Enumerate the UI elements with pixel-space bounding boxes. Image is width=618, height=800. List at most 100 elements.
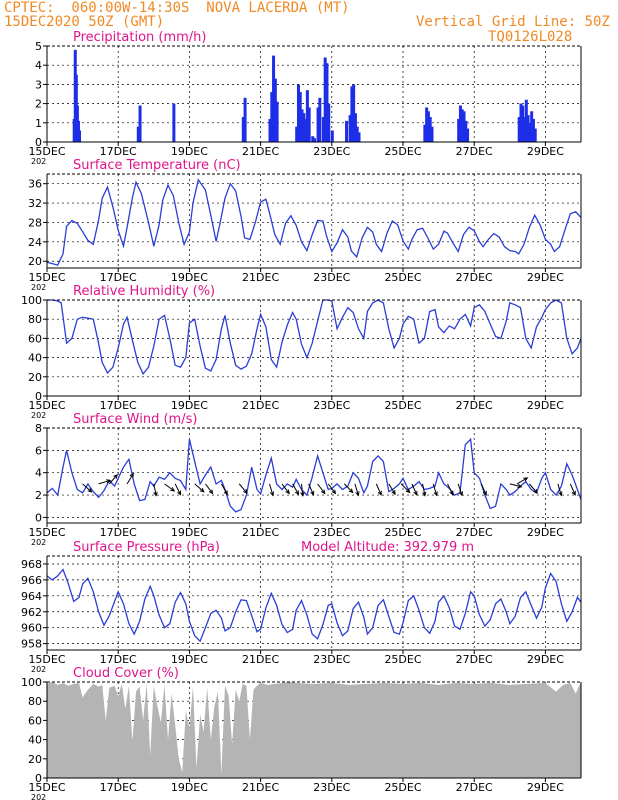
precip-bar: [327, 103, 331, 142]
wind-arrow-head: [170, 487, 176, 492]
x-year-label-temp: 202: [31, 283, 46, 292]
y-tick-label-precip-3: 3: [35, 78, 42, 91]
precip-bar: [304, 118, 308, 142]
precip-bar: [325, 63, 329, 142]
wind-arrow: [388, 483, 396, 496]
wind-arrow-shaft: [516, 477, 528, 485]
x-tick-label-precip-2: 19DEC: [171, 145, 208, 158]
wind-arrow: [269, 483, 275, 497]
wind-arrow: [108, 474, 118, 485]
y-tick-label-pres-4: 966: [21, 574, 42, 587]
wind-arrow: [327, 483, 337, 495]
precip-bar: [428, 117, 432, 142]
y-tick-label-precip-2: 2: [35, 98, 42, 111]
wind-arrow-head: [517, 483, 523, 489]
precip-bar: [138, 105, 142, 142]
precip-bar: [243, 97, 247, 142]
x-tick-label-wind-4: 23DEC: [313, 526, 350, 539]
y-tick-label-rh-0: 0: [35, 390, 42, 403]
y-tick-label-wind-4: 8: [35, 422, 42, 435]
wind-arrow-head: [422, 491, 427, 497]
y-tick-label-cloud-5: 100: [21, 676, 42, 689]
precip-bar: [528, 122, 532, 142]
precip-bar: [533, 128, 537, 142]
y-tick-label-wind-2: 4: [35, 467, 42, 480]
y-tick-label-temp-0: 20: [28, 255, 42, 268]
precip-bar: [313, 138, 316, 142]
wind-arrow-head: [208, 489, 214, 495]
wind-arrow-shaft: [281, 483, 290, 494]
y-tick-label-rh-5: 100: [21, 294, 42, 307]
precip-bar: [357, 132, 361, 142]
precip-bar: [311, 136, 315, 142]
header-line-2: 15DEC2020 50Z (GMT): [4, 14, 165, 30]
y-tick-label-rh-2: 40: [28, 352, 42, 365]
wind-arrow: [205, 483, 214, 495]
precip-bar: [355, 126, 359, 142]
wind-arrow-shaft: [98, 479, 111, 485]
wind-arrow-head: [405, 488, 411, 494]
x-tick-label-precip-7: 29DEC: [527, 145, 564, 158]
wind-arrow-head: [433, 491, 438, 497]
wind-arrow-shaft: [174, 483, 181, 495]
x-tick-label-cloud-2: 19DEC: [171, 781, 208, 794]
series-line-rh: [47, 299, 582, 376]
cloud-cover-area: [47, 682, 581, 778]
wind-arrow-shaft: [238, 483, 248, 494]
x-tick-label-temp-7: 29DEC: [527, 271, 564, 284]
panel-pres: Surface Pressure (hPa) Model Altitude: 39…: [21, 540, 582, 674]
precip-bar: [295, 126, 299, 142]
x-tick-label-pres-4: 23DEC: [313, 653, 350, 666]
wind-arrow-shaft: [327, 483, 336, 494]
wind-arrow: [480, 483, 487, 496]
precip-bar: [523, 117, 527, 142]
panel-title-temp: Surface Temperature (nC): [73, 158, 241, 173]
wind-arrow-head: [300, 491, 305, 497]
wind-arrow-head: [413, 490, 418, 496]
precip-bar: [270, 92, 274, 142]
precip-bar: [241, 117, 245, 142]
y-tick-label-pres-3: 964: [21, 590, 42, 603]
wind-arrow-head: [523, 477, 529, 482]
wind-arrow: [317, 483, 326, 495]
x-tick-label-rh-0: 15DEC: [28, 399, 65, 412]
wind-arrow: [516, 477, 529, 485]
x-tick-label-cloud-3: 21DEC: [242, 781, 279, 794]
wind-arrow-head: [106, 479, 112, 484]
x-tick-label-temp-2: 19DEC: [171, 271, 208, 284]
y-tick-label-temp-4: 36: [28, 178, 42, 191]
wind-arrow-shaft: [153, 483, 157, 496]
wind-arrow-head: [571, 490, 576, 496]
wind-arrow: [238, 483, 248, 494]
precip-bar: [307, 107, 311, 142]
y-tick-label-wind-3: 6: [35, 444, 42, 457]
precip-bar: [321, 117, 325, 142]
wind-arrow-head: [558, 491, 563, 497]
precip-bar: [296, 84, 300, 142]
wind-arrow-shaft: [432, 483, 438, 496]
wind-arrow-shaft: [447, 483, 454, 495]
panel-subtitle-pres: Model Altitude: 392.979 m: [301, 540, 474, 555]
wind-arrow-shaft: [205, 483, 214, 494]
x-tick-label-wind-7: 29DEC: [527, 526, 564, 539]
x-tick-label-pres-3: 21DEC: [242, 653, 279, 666]
x-tick-label-wind-1: 17DEC: [100, 526, 137, 539]
wind-arrow: [194, 483, 205, 493]
x-tick-label-cloud-5: 25DEC: [384, 781, 421, 794]
wind-arrow-head: [458, 491, 463, 497]
wind-arrow-head: [223, 490, 228, 496]
wind-arrow: [457, 483, 463, 497]
x-tick-label-wind-0: 15DEC: [28, 526, 65, 539]
wind-arrow: [529, 483, 538, 494]
wind-arrow-head: [355, 491, 360, 497]
y-tick-label-cloud-1: 20: [28, 753, 42, 766]
wind-arrow-head: [243, 489, 248, 494]
x-tick-label-rh-2: 19DEC: [171, 399, 208, 412]
x-year-label-pres: 202: [31, 665, 46, 674]
panel-title-cloud: Cloud Cover (%): [73, 666, 179, 681]
wind-arrow-shaft: [411, 483, 418, 496]
x-tick-label-wind-5: 25DEC: [384, 526, 421, 539]
precip-bar: [423, 124, 427, 142]
wind-arrow: [292, 483, 300, 496]
precip-bar: [458, 105, 462, 142]
